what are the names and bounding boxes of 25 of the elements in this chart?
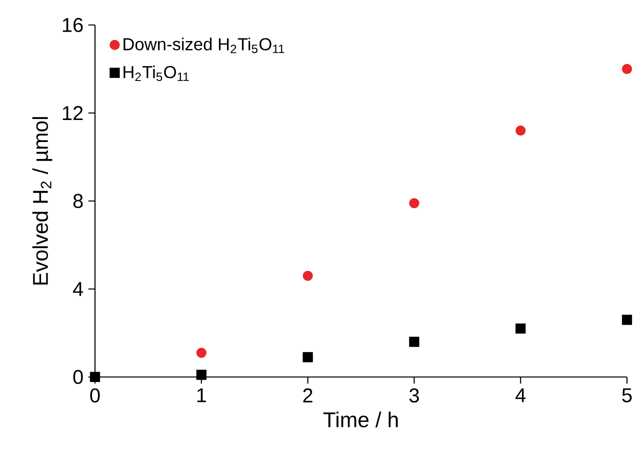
y-tick-label: 16 — [62, 18, 83, 32]
x-axis-title: Time / h — [323, 412, 398, 428]
x-tick-label: 1 — [197, 388, 206, 402]
point — [302, 270, 313, 281]
y-tick-label: 8 — [73, 194, 83, 208]
x-tick-label: 3 — [409, 388, 419, 403]
point — [302, 352, 313, 362]
point — [196, 370, 206, 380]
y-tick-label: 4 — [72, 282, 84, 296]
point — [409, 198, 420, 208]
x-tick-label: 4 — [515, 388, 526, 402]
point — [622, 314, 632, 325]
point — [516, 324, 526, 334]
y-tick-label: 12 — [62, 106, 83, 120]
legend-label: H$_{2}$Ti$_{5}$O$_{11}$ — [124, 66, 189, 82]
x-tick-label: 5 — [622, 388, 632, 402]
x-tick-label: 0 — [90, 388, 100, 403]
point — [90, 372, 100, 382]
x-tick-label: 2 — [303, 388, 312, 402]
y-tick-label: 0 — [73, 370, 83, 384]
legend-label: Down-sized H$_{2}$Ti$_{5}$O$_{11}$ — [124, 38, 284, 54]
point — [409, 336, 420, 347]
point — [196, 348, 206, 358]
y-axis-title: Evolved H$_{2}$ / µmol — [32, 117, 52, 285]
point — [516, 126, 526, 136]
